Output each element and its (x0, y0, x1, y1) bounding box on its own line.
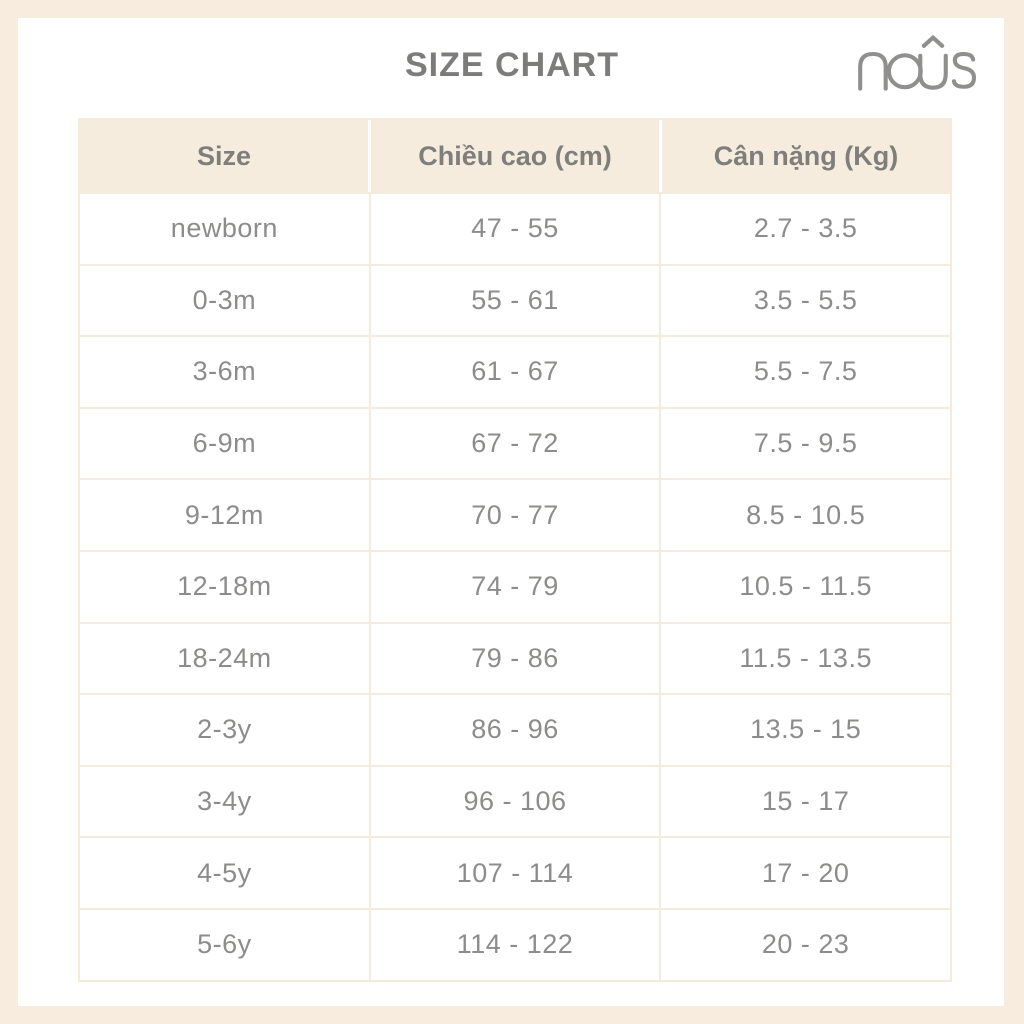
height-cell: 114 - 122 (368, 909, 660, 980)
table-row: 4-5y 107 - 114 17 - 20 (80, 836, 950, 908)
weight-cell: 20 - 23 (659, 909, 950, 980)
table-header-row: Size Chiều cao (cm) Cân nặng (Kg) (80, 120, 950, 192)
weight-cell: 2.7 - 3.5 (659, 194, 950, 264)
weight-cell: 13.5 - 15 (659, 695, 950, 765)
height-cell: 107 - 114 (368, 838, 660, 908)
table-row: 18-24m 79 - 86 11.5 - 13.5 (80, 621, 950, 694)
table-row: 6-9m 67 - 72 7.5 - 9.5 (80, 406, 950, 479)
size-cell: 6-9m (192, 428, 257, 459)
height-cell: 47 - 55 (368, 194, 660, 264)
size-cell: 2-3y (197, 714, 252, 745)
weight-cell: 15 - 17 (659, 766, 950, 837)
table-row: 2-3y 86 - 96 13.5 - 15 (80, 693, 950, 765)
weight-cell: 11.5 - 13.5 (659, 623, 950, 694)
size-cell: 3-4y (197, 786, 252, 817)
table-row: 3-4y 96 - 106 15 - 17 (80, 764, 950, 837)
weight-cell: 10.5 - 11.5 (659, 551, 950, 622)
size-cell: 4-5y (197, 857, 252, 888)
size-cell: 9-12m (184, 499, 264, 530)
col-header-height: Chiều cao (cm) (368, 120, 659, 192)
page-title: SIZE CHART (405, 46, 619, 84)
table-row: 9-12m 70 - 77 8.5 - 10.5 (80, 478, 950, 550)
height-cell: 74 - 79 (368, 551, 660, 622)
col-header-weight: Cân nặng (Kg) (659, 120, 950, 192)
weight-cell: 3.5 - 5.5 (659, 265, 950, 336)
weight-cell: 8.5 - 10.5 (659, 480, 950, 550)
height-cell: 55 - 61 (368, 265, 660, 336)
height-cell: 70 - 77 (368, 480, 660, 550)
table-row: 5-6y 114 - 122 20 - 23 (80, 907, 950, 980)
height-cell: 79 - 86 (368, 623, 660, 694)
size-cell: 3-6m (192, 356, 257, 387)
height-cell: 96 - 106 (368, 766, 660, 837)
weight-cell: 7.5 - 9.5 (659, 408, 950, 479)
size-cell: 5-6y (197, 929, 252, 960)
table-row: 0-3m 55 - 61 3.5 - 5.5 (80, 263, 950, 336)
table-row: 3-6m 61 - 67 5.5 - 7.5 (80, 335, 950, 407)
col-header-size: Size (196, 140, 252, 171)
size-cell: newborn (170, 213, 278, 244)
nous-logo: noûs (852, 34, 984, 94)
height-cell: 61 - 67 (368, 337, 660, 407)
table-row: 12-18m 74 - 79 10.5 - 11.5 (80, 549, 950, 622)
size-chart-table: Size Chiều cao (cm) Cân nặng (Kg) newbor… (78, 118, 952, 982)
nous-logo-icon (858, 34, 977, 91)
weight-cell: 17 - 20 (659, 838, 950, 908)
height-cell: 67 - 72 (368, 408, 660, 479)
weight-cell: 5.5 - 7.5 (659, 337, 950, 407)
size-cell: 12-18m (177, 571, 272, 602)
size-cell: 0-3m (192, 284, 257, 315)
height-cell: 86 - 96 (368, 695, 660, 765)
size-cell: 18-24m (177, 642, 272, 673)
table-row: newborn 47 - 55 2.7 - 3.5 (80, 192, 950, 264)
